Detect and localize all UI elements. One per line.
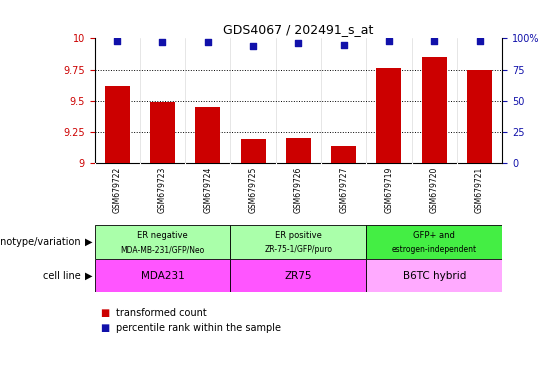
Text: GSM679724: GSM679724 [203,166,212,213]
Bar [231,225,366,259]
Bar [376,68,401,163]
Text: ▶: ▶ [85,270,92,281]
Point [158,39,167,45]
Text: GSM679725: GSM679725 [248,166,258,213]
Text: transformed count: transformed count [116,308,207,318]
Bar [286,138,311,163]
Bar [94,225,231,259]
Point [475,38,484,44]
Point [430,38,438,44]
Bar [105,86,130,163]
Text: cell line: cell line [43,270,81,281]
Bar [467,70,492,163]
Text: GFP+ and: GFP+ and [413,231,455,240]
Text: GSM679726: GSM679726 [294,166,303,213]
Text: GSM679720: GSM679720 [430,166,439,213]
Text: ER negative: ER negative [137,231,188,240]
Text: MDA231: MDA231 [140,270,184,281]
Bar [366,259,502,292]
Text: ZR75: ZR75 [285,270,312,281]
Bar [195,107,220,163]
Text: B6TC hybrid: B6TC hybrid [402,270,466,281]
Point [113,38,122,44]
Text: GSM679723: GSM679723 [158,166,167,213]
Text: ZR-75-1/GFP/puro: ZR-75-1/GFP/puro [265,245,332,254]
Bar [331,146,356,163]
Bar [366,225,502,259]
Text: genotype/variation: genotype/variation [0,237,81,247]
Text: GSM679727: GSM679727 [339,166,348,213]
Text: ▶: ▶ [85,237,92,247]
Text: percentile rank within the sample: percentile rank within the sample [116,323,281,333]
Bar [231,259,366,292]
Text: GSM679722: GSM679722 [113,166,122,212]
Title: GDS4067 / 202491_s_at: GDS4067 / 202491_s_at [223,23,374,36]
Point [339,41,348,48]
Bar [422,57,447,163]
Point [249,43,258,49]
Bar [150,102,175,163]
Text: GSM679721: GSM679721 [475,166,484,212]
Text: ER positive: ER positive [275,231,322,240]
Text: MDA-MB-231/GFP/Neo: MDA-MB-231/GFP/Neo [120,245,205,254]
Point [384,38,393,44]
Text: GSM679719: GSM679719 [384,166,394,213]
Bar [94,259,231,292]
Point [204,39,212,45]
Text: ■: ■ [100,308,109,318]
Text: estrogen-independent: estrogen-independent [392,245,477,254]
Point [294,40,303,46]
Bar [241,139,266,163]
Text: ■: ■ [100,323,109,333]
